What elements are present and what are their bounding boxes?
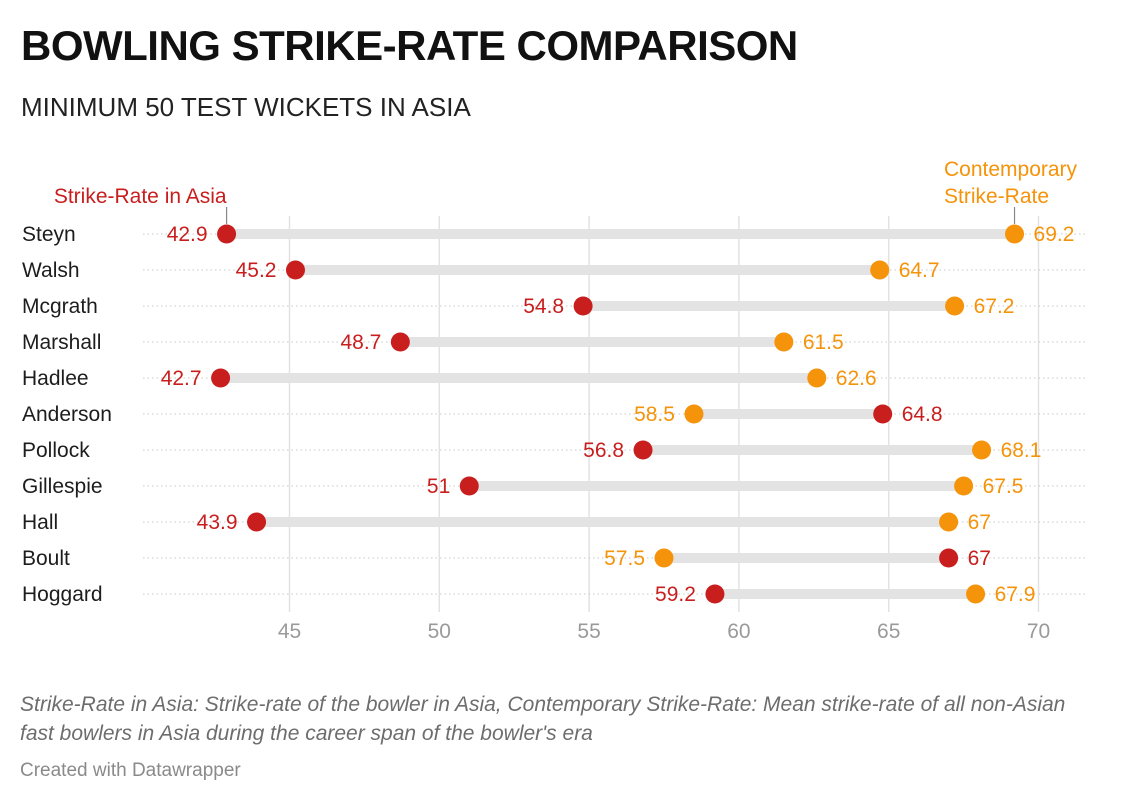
contemporary-dot	[954, 476, 974, 496]
chart-notes: Strike-Rate in Asia: Strike-rate of the …	[20, 693, 1066, 745]
contemporary-dot	[945, 296, 965, 316]
contemporary-value-label: 62.6	[836, 367, 877, 390]
contemporary-value-label: 69.2	[1034, 223, 1075, 246]
contemporary-value-label: 64.7	[899, 259, 940, 282]
category-label: Hoggard	[22, 583, 103, 606]
x-tick-label: 50	[428, 620, 451, 643]
asia-dot	[633, 440, 653, 460]
asia-value-label: 54.8	[523, 295, 564, 318]
asia-dot	[390, 332, 410, 352]
contemporary-value-label: 67.9	[995, 583, 1036, 606]
contemporary-dot	[870, 260, 890, 280]
chart-subtitle: MINIMUM 50 TEST WICKETS IN ASIA	[21, 92, 471, 122]
asia-value-label: 56.8	[583, 439, 624, 462]
asia-legend-label: Strike-Rate in Asia	[54, 185, 227, 208]
x-tick-label: 65	[877, 620, 900, 643]
contemporary-dot	[972, 440, 992, 460]
x-tick-label: 60	[727, 620, 750, 643]
contemporary-value-label: 57.5	[604, 547, 645, 570]
asia-value-label: 59.2	[655, 583, 696, 606]
x-tick-label: 45	[278, 620, 301, 643]
asia-value-label: 42.7	[161, 367, 202, 390]
contemporary-legend-label: Contemporary	[944, 158, 1078, 181]
contemporary-dot	[684, 404, 704, 424]
asia-value-label: 45.2	[236, 259, 277, 282]
contemporary-value-label: 67.2	[974, 295, 1015, 318]
category-label: Boult	[22, 547, 70, 570]
asia-dot	[705, 584, 725, 604]
asia-dot	[573, 296, 593, 316]
x-tick-label: 70	[1027, 620, 1050, 643]
asia-value-label: 67	[968, 547, 991, 570]
asia-value-label: 64.8	[902, 403, 943, 426]
category-label: Hall	[22, 511, 58, 534]
category-label: Walsh	[22, 259, 80, 282]
dot-chart: 45 50 55 60 65 70 Steyn Walsh Mcgrath Marshall Had…	[22, 158, 1088, 643]
contemporary-value-label: 67.5	[983, 475, 1024, 498]
contemporary-dot	[774, 332, 794, 352]
category-label: Steyn	[22, 223, 76, 246]
contemporary-dot	[654, 548, 674, 568]
asia-dot	[459, 476, 479, 496]
category-label: Anderson	[22, 403, 112, 426]
contemporary-value-label: 58.5	[634, 403, 675, 426]
asia-dot	[247, 512, 267, 532]
contemporary-dot	[939, 512, 959, 532]
asia-dot	[211, 368, 231, 388]
asia-dot	[285, 260, 305, 280]
credit-link[interactable]: Created with Datawrapper	[20, 760, 241, 781]
category-label: Pollock	[22, 439, 90, 462]
asia-dot	[217, 224, 237, 244]
category-label: Mcgrath	[22, 295, 98, 318]
asia-value-label: 43.9	[197, 511, 238, 534]
contemporary-value-label: 68.1	[1001, 439, 1042, 462]
contemporary-dot	[1005, 224, 1025, 244]
chart-title: BOWLING STRIKE-RATE COMPARISON	[21, 22, 798, 69]
asia-value-label: 51	[427, 475, 450, 498]
category-label: Marshall	[22, 331, 101, 354]
category-label: Gillespie	[22, 475, 103, 498]
asia-value-label: 42.9	[167, 223, 208, 246]
category-label: Hadlee	[22, 367, 89, 390]
x-tick-label: 55	[577, 620, 600, 643]
asia-value-label: 48.7	[340, 331, 381, 354]
contemporary-value-label: 67	[968, 511, 991, 534]
contemporary-value-label: 61.5	[803, 331, 844, 354]
asia-dot	[873, 404, 893, 424]
contemporary-dot	[966, 584, 986, 604]
contemporary-legend-label: Strike-Rate	[944, 185, 1049, 208]
asia-dot	[939, 548, 959, 568]
contemporary-dot	[807, 368, 827, 388]
